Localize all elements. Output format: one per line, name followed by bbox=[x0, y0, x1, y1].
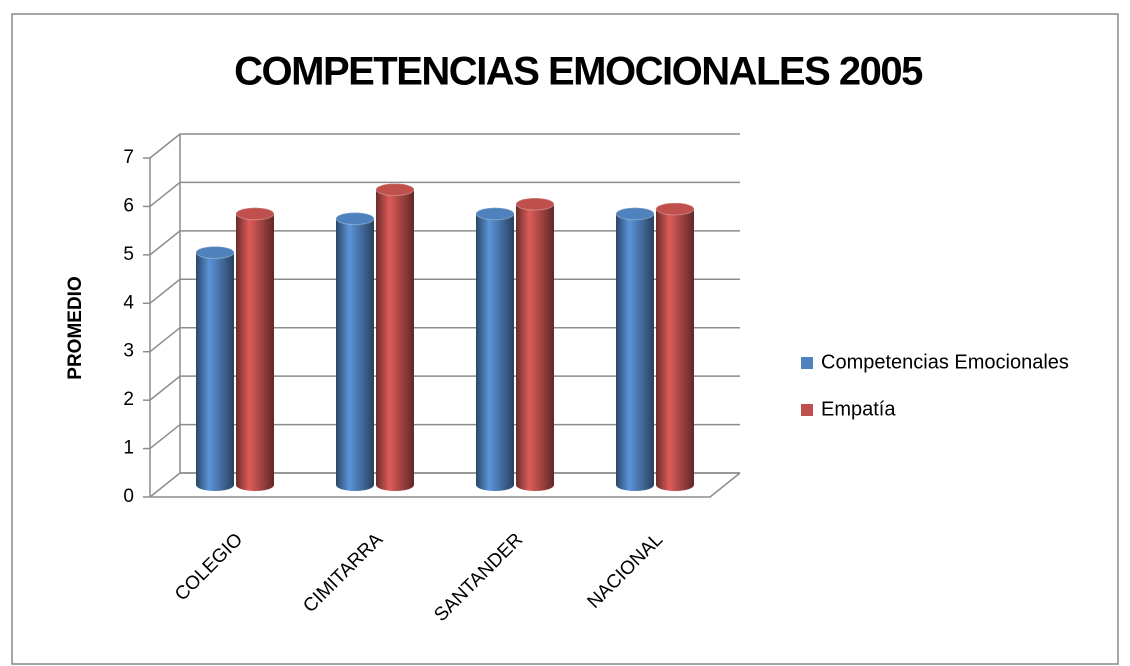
y-tick-label: 1 bbox=[123, 438, 134, 459]
y-tick-label: 5 bbox=[123, 244, 134, 265]
legend-label: Empatía bbox=[821, 398, 896, 420]
y-tick-label: 0 bbox=[123, 486, 134, 507]
bar bbox=[236, 207, 274, 491]
bar bbox=[476, 207, 514, 491]
y-tick-label: 6 bbox=[123, 195, 134, 216]
bar bbox=[616, 207, 654, 491]
legend-swatch bbox=[801, 357, 813, 369]
y-tick-label: 2 bbox=[123, 389, 134, 410]
bar-top bbox=[615, 207, 655, 221]
legend-label: Competencias Emocionales bbox=[821, 351, 1069, 373]
bar-top bbox=[655, 202, 695, 216]
bar-top bbox=[195, 246, 235, 260]
bar-top bbox=[515, 197, 555, 211]
bar bbox=[516, 198, 554, 491]
bar bbox=[196, 246, 234, 491]
y-tick-label: 7 bbox=[123, 147, 134, 168]
y-tick-label: 3 bbox=[123, 341, 134, 362]
grid-line bbox=[149, 133, 740, 159]
y-tick-label: 4 bbox=[123, 292, 134, 313]
chart-frame bbox=[11, 13, 1119, 665]
bar-top bbox=[335, 212, 375, 226]
y-axis-label: PROMEDIO bbox=[65, 276, 86, 379]
bar bbox=[336, 212, 374, 491]
bar-top bbox=[235, 207, 275, 221]
chart-title: COMPETENCIAS EMOCIONALES 2005 bbox=[234, 50, 923, 94]
grid-line bbox=[149, 181, 740, 208]
bar-top bbox=[475, 207, 515, 221]
legend-swatch bbox=[801, 404, 813, 416]
bar bbox=[656, 202, 694, 491]
bar bbox=[376, 183, 414, 492]
bar-top bbox=[375, 183, 415, 197]
